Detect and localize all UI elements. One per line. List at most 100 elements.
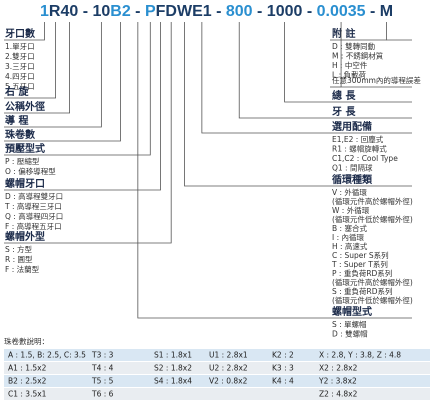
- leader-line: [4, 22, 161, 191]
- label-item: W : 外循環: [332, 205, 370, 215]
- leader-line: [4, 22, 102, 128]
- table-cell: K2 : 2: [272, 351, 294, 360]
- label-item: I : 內循環: [332, 232, 365, 242]
- table-cell: K3 : 3: [272, 364, 294, 373]
- table-cell: A : 1.5, B: 2.5, C: 3.5: [8, 351, 86, 360]
- table-row: [4, 349, 430, 361]
- label-item: 2.雙牙口: [5, 51, 35, 61]
- leader-line: [386, 22, 412, 41]
- label-heading: 任意300mm內的導程誤差: [332, 75, 421, 85]
- leader-line: [4, 22, 56, 99]
- table-row: [4, 388, 430, 400]
- label-item: (循環元件低於螺帽外徑): [332, 214, 413, 224]
- code-part: E1: [192, 3, 212, 20]
- table-cell: S2 : 1.8x2: [154, 364, 192, 373]
- label-item: 1.單牙口: [5, 42, 35, 51]
- label-item: 4.四牙口: [5, 72, 35, 81]
- label-item: D : 雙轉同動: [332, 41, 376, 51]
- label-item: O : 偏移導程型: [5, 166, 56, 176]
- table-cell: C1 : 3.5x1: [8, 390, 47, 399]
- table-cell: X : 2.8, Y : 3.8, Z : 4.8: [319, 351, 401, 360]
- label-item: C1,C2 : Cool Type: [332, 154, 398, 163]
- code-part: M: [380, 3, 393, 20]
- code-part: -: [302, 3, 316, 20]
- label-heading: 螺帽牙口: [5, 177, 45, 190]
- label-item: Q : 高導程四牙口: [5, 211, 63, 221]
- table-title: 珠卷數說明：: [4, 336, 49, 346]
- label-item: S : 方型: [5, 244, 33, 254]
- label-heading: 牙 長: [332, 106, 356, 118]
- code-part: 0.0035: [317, 3, 366, 20]
- table-cell: T4 : 4: [91, 364, 114, 373]
- label-heading: 珠卷數: [5, 128, 35, 141]
- table-cell: T5 : 5: [91, 377, 114, 386]
- label-item: P : 壓縮型: [5, 156, 40, 166]
- label-item: T : 高導程三牙口: [4, 201, 62, 211]
- label-heading: 選用配備: [332, 120, 372, 133]
- table-cell: U1 : 2.8x1: [209, 351, 248, 360]
- label-item: 3.三牙口: [5, 62, 35, 71]
- label-item: V : 外循環: [332, 187, 367, 197]
- label-item: E1,E2 : 回塵式: [332, 134, 384, 144]
- label-item: B : 塞合式: [332, 223, 367, 233]
- code-part: -: [253, 3, 267, 20]
- code-part: 800: [226, 3, 253, 20]
- label-item: R : 圓型: [5, 255, 33, 264]
- leader-line: [284, 22, 412, 103]
- leader-line: [4, 22, 45, 41]
- label-item: S : 重負荷RD系列: [332, 286, 393, 296]
- table-cell: T6 : 6: [91, 390, 114, 399]
- label-item: H : 中空件: [332, 60, 368, 70]
- label-item: P : 重負荷RD系列: [332, 268, 392, 278]
- table-cell: Y2 : 3.8x2: [318, 377, 357, 386]
- label-heading: 公稱外徑: [5, 100, 45, 113]
- code-part: B2: [110, 3, 131, 20]
- label-heading: 螺帽外型: [5, 230, 45, 243]
- table-cell: X2 : 2.8x2: [319, 364, 358, 373]
- code-part: D: [165, 3, 177, 20]
- label-item: 5.五牙口: [5, 82, 35, 91]
- table-cell: U2 : 2.8x2: [209, 364, 248, 373]
- label-item: C : Super S系列: [332, 250, 389, 260]
- leader-line: [184, 22, 412, 187]
- label-heading: 右 旋: [4, 85, 29, 98]
- table-row: [4, 362, 430, 374]
- code-part: P: [145, 3, 156, 20]
- code-part: -: [131, 3, 145, 20]
- label-heading: 導 程: [5, 114, 28, 127]
- code-part: -: [78, 3, 92, 20]
- label-item: (循環元件低於螺帽外徑): [332, 295, 413, 305]
- label-item: D : 高導程雙牙口: [5, 191, 63, 201]
- label-item: R1 : 螺帽旋轉式: [332, 144, 387, 154]
- label-heading: 預壓型式: [5, 142, 45, 155]
- label-item: H : 高速式: [332, 241, 368, 251]
- code-part: 1000: [267, 3, 303, 20]
- leader-line: [137, 22, 412, 319]
- code-part: -: [366, 3, 380, 20]
- table-cell: B2 : 2.5x2: [8, 377, 47, 386]
- table-cell: S1 : 1.8x1: [154, 351, 192, 360]
- table-cell: S4 : 1.8x4: [154, 377, 192, 386]
- table-row: [4, 375, 430, 387]
- label-heading: 循環種類: [332, 173, 373, 186]
- label-item: S : 單螺帽: [332, 319, 367, 329]
- label-item: (循環元件高於螺帽外徑): [332, 196, 413, 206]
- code-part: -: [212, 3, 226, 20]
- code-part: W: [177, 3, 193, 20]
- label-item: (循環元件高於螺帽外徑): [332, 277, 413, 287]
- label-heading: 附 註: [332, 27, 355, 40]
- leader-line: [4, 22, 70, 114]
- table-cell: A1 : 1.5x2: [8, 364, 47, 373]
- code-part: 10: [92, 3, 110, 20]
- leader-line: [4, 22, 121, 142]
- table-cell: Z2 : 4.8x2: [319, 390, 358, 399]
- code-part: R40: [49, 3, 78, 20]
- label-heading: 總 長: [332, 89, 356, 102]
- leader-line: [4, 22, 172, 244]
- label-heading: 牙口數: [5, 27, 35, 40]
- label-item: T : Super T系列: [331, 259, 388, 269]
- leader-line: [4, 22, 151, 156]
- leader-line: [201, 22, 412, 134]
- table-cell: V2 : 0.8x2: [209, 377, 248, 386]
